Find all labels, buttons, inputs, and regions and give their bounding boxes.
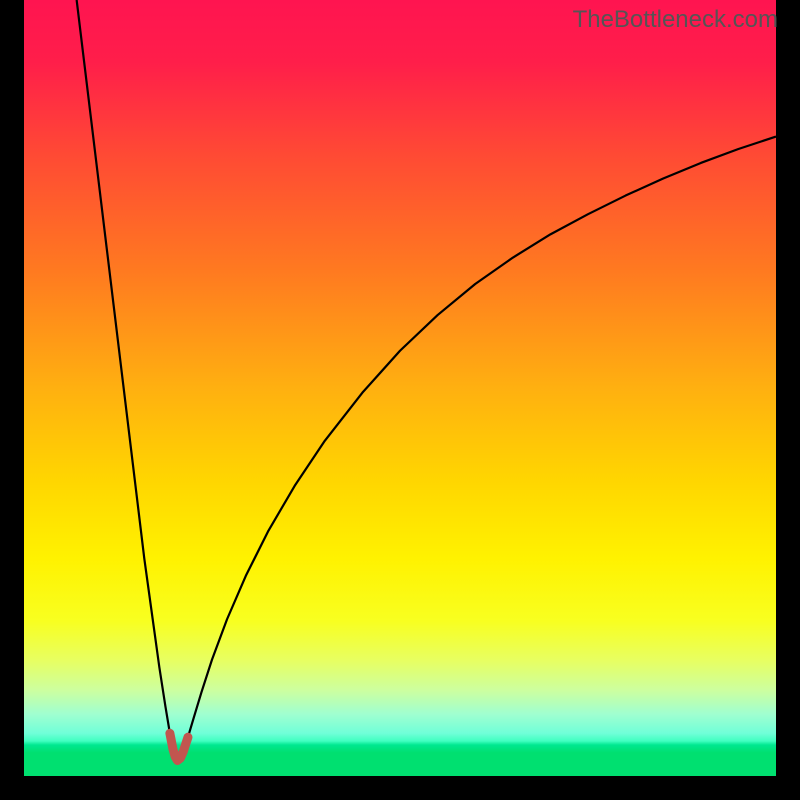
chart-root: TheBottleneck.com — [0, 0, 800, 800]
bottleneck-chart — [0, 0, 800, 800]
plot-border — [776, 0, 800, 800]
plot-border — [0, 776, 800, 800]
plot-background — [24, 0, 776, 776]
plot-border — [0, 0, 24, 800]
